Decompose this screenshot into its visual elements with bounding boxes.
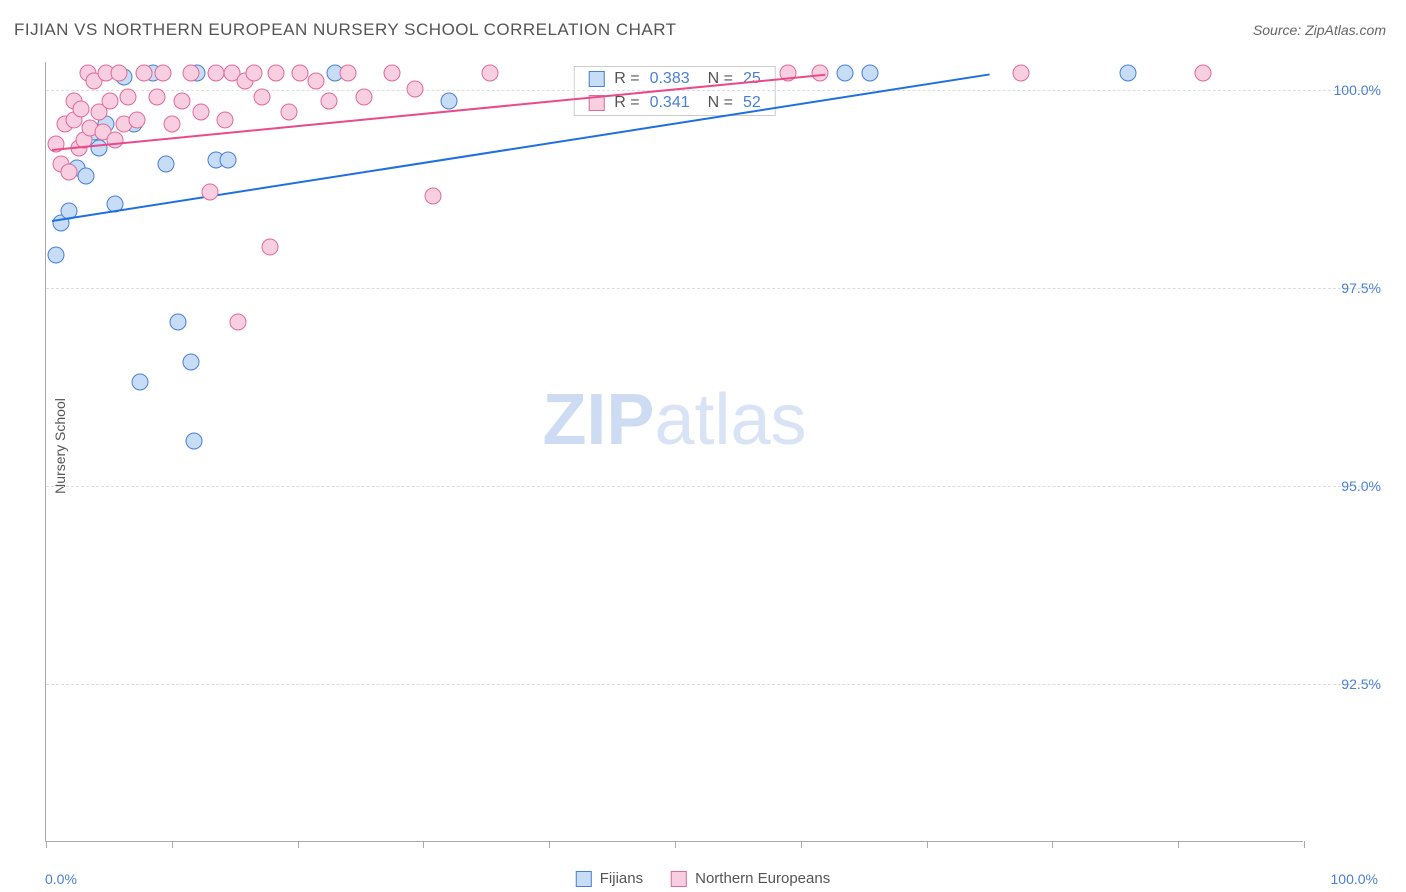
legend-n-value: 25: [743, 70, 761, 88]
x-tick: [801, 841, 802, 848]
scatter-point: [73, 100, 90, 117]
chart-title: FIJIAN VS NORTHERN EUROPEAN NURSERY SCHO…: [14, 20, 677, 40]
scatter-point: [383, 64, 400, 81]
watermark-bold: ZIP: [542, 380, 654, 460]
scatter-point: [163, 116, 180, 133]
scatter-point: [482, 64, 499, 81]
scatter-point: [182, 353, 199, 370]
gridline: [46, 90, 1376, 91]
scatter-point: [207, 64, 224, 81]
y-tick-label: 92.5%: [1341, 676, 1381, 692]
scatter-point: [216, 112, 233, 129]
scatter-point: [339, 64, 356, 81]
x-tick: [927, 841, 928, 848]
gridline: [46, 486, 1376, 487]
scatter-point: [811, 64, 828, 81]
scatter-point: [182, 64, 199, 81]
scatter-point: [425, 187, 442, 204]
watermark: ZIPatlas: [542, 379, 806, 461]
x-tick: [1304, 841, 1305, 848]
legend-item: Northern Europeans: [671, 870, 830, 887]
x-tick: [298, 841, 299, 848]
scatter-point: [110, 64, 127, 81]
scatter-point: [321, 92, 338, 109]
scatter-point: [861, 64, 878, 81]
y-tick-label: 97.5%: [1341, 280, 1381, 296]
x-tick: [1178, 841, 1179, 848]
x-tick: [1052, 841, 1053, 848]
scatter-point: [836, 64, 853, 81]
scatter-point: [186, 433, 203, 450]
scatter-point: [201, 183, 218, 200]
legend-r-value: 0.383: [650, 70, 690, 88]
scatter-point: [90, 140, 107, 157]
chart-source: Source: ZipAtlas.com: [1253, 22, 1386, 38]
scatter-point: [154, 64, 171, 81]
scatter-point: [356, 88, 373, 105]
x-tick: [549, 841, 550, 848]
scatter-point: [48, 247, 65, 264]
x-tick: [423, 841, 424, 848]
scatter-point: [308, 72, 325, 89]
chart-plot-area: ZIPatlas R =0.383N =25R =0.341N =52 100.…: [45, 62, 1303, 842]
legend-r-label: R =: [614, 94, 639, 112]
scatter-point: [1012, 64, 1029, 81]
scatter-point: [157, 155, 174, 172]
scatter-point: [132, 373, 149, 390]
watermark-light: atlas: [654, 380, 806, 460]
scatter-point: [102, 92, 119, 109]
scatter-point: [128, 112, 145, 129]
legend-swatch: [671, 871, 687, 887]
legend-label: Fijians: [600, 870, 643, 887]
scatter-point: [261, 239, 278, 256]
scatter-point: [268, 64, 285, 81]
y-tick-label: 95.0%: [1341, 478, 1381, 494]
scatter-point: [78, 167, 95, 184]
scatter-point: [440, 92, 457, 109]
scatter-point: [170, 314, 187, 331]
scatter-point: [292, 64, 309, 81]
scatter-point: [148, 88, 165, 105]
trend-line: [52, 74, 990, 222]
scatter-point: [220, 152, 237, 169]
gridline: [46, 684, 1376, 685]
x-axis-max-label: 100.0%: [1331, 871, 1378, 887]
scatter-point: [406, 80, 423, 97]
legend-swatch: [576, 871, 592, 887]
legend-item: Fijians: [576, 870, 643, 887]
x-tick: [46, 841, 47, 848]
x-tick: [172, 841, 173, 848]
scatter-point: [136, 64, 153, 81]
legend-r-value: 0.341: [650, 94, 690, 112]
scatter-point: [60, 163, 77, 180]
y-tick-label: 100.0%: [1334, 82, 1381, 98]
correlation-legend: R =0.383N =25R =0.341N =52: [573, 66, 776, 116]
scatter-point: [280, 104, 297, 121]
scatter-point: [1195, 64, 1212, 81]
scatter-point: [245, 64, 262, 81]
legend-n-label: N =: [708, 94, 733, 112]
scatter-point: [192, 104, 209, 121]
scatter-point: [107, 132, 124, 149]
scatter-point: [230, 314, 247, 331]
x-axis-min-label: 0.0%: [45, 871, 77, 887]
legend-r-label: R =: [614, 70, 639, 88]
scatter-point: [173, 92, 190, 109]
legend-label: Northern Europeans: [695, 870, 830, 887]
gridline: [46, 288, 1376, 289]
legend-swatch: [588, 71, 604, 87]
scatter-point: [119, 88, 136, 105]
scatter-point: [254, 88, 271, 105]
x-tick: [675, 841, 676, 848]
scatter-point: [1119, 64, 1136, 81]
series-legend: Fijians Northern Europeans: [576, 870, 830, 887]
